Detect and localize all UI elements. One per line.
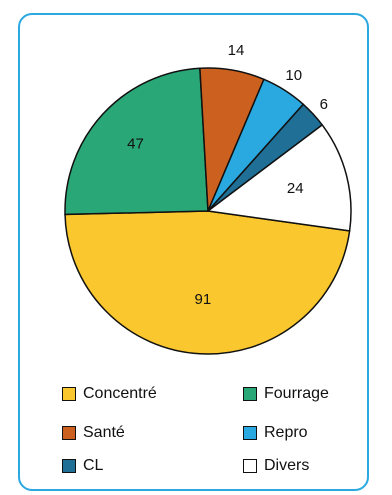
pie-slice-concentre [64,210,351,355]
pie-value-label-repro: 10 [285,67,302,84]
pie-value-label-concentre: 91 [195,291,212,308]
pie-value-label-fourrage: 47 [127,136,144,153]
pie-value-label-sante: 14 [228,42,245,59]
pie-slices [64,67,352,355]
pie-value-label-divers: 24 [287,180,304,197]
pie-value-label-cl: 6 [320,96,328,113]
pie-slice-fourrage [64,67,209,216]
pie-slice-divers [206,123,352,232]
pie-value-labels: 91 47 14 10 6 24 [127,42,328,308]
